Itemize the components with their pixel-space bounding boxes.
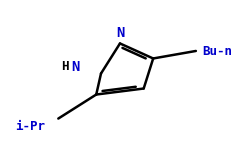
Text: N: N [116, 26, 124, 40]
Text: N: N [71, 60, 80, 74]
Text: i-Pr: i-Pr [16, 120, 46, 132]
Text: Bu-n: Bu-n [202, 45, 232, 58]
Text: H: H [61, 60, 69, 73]
